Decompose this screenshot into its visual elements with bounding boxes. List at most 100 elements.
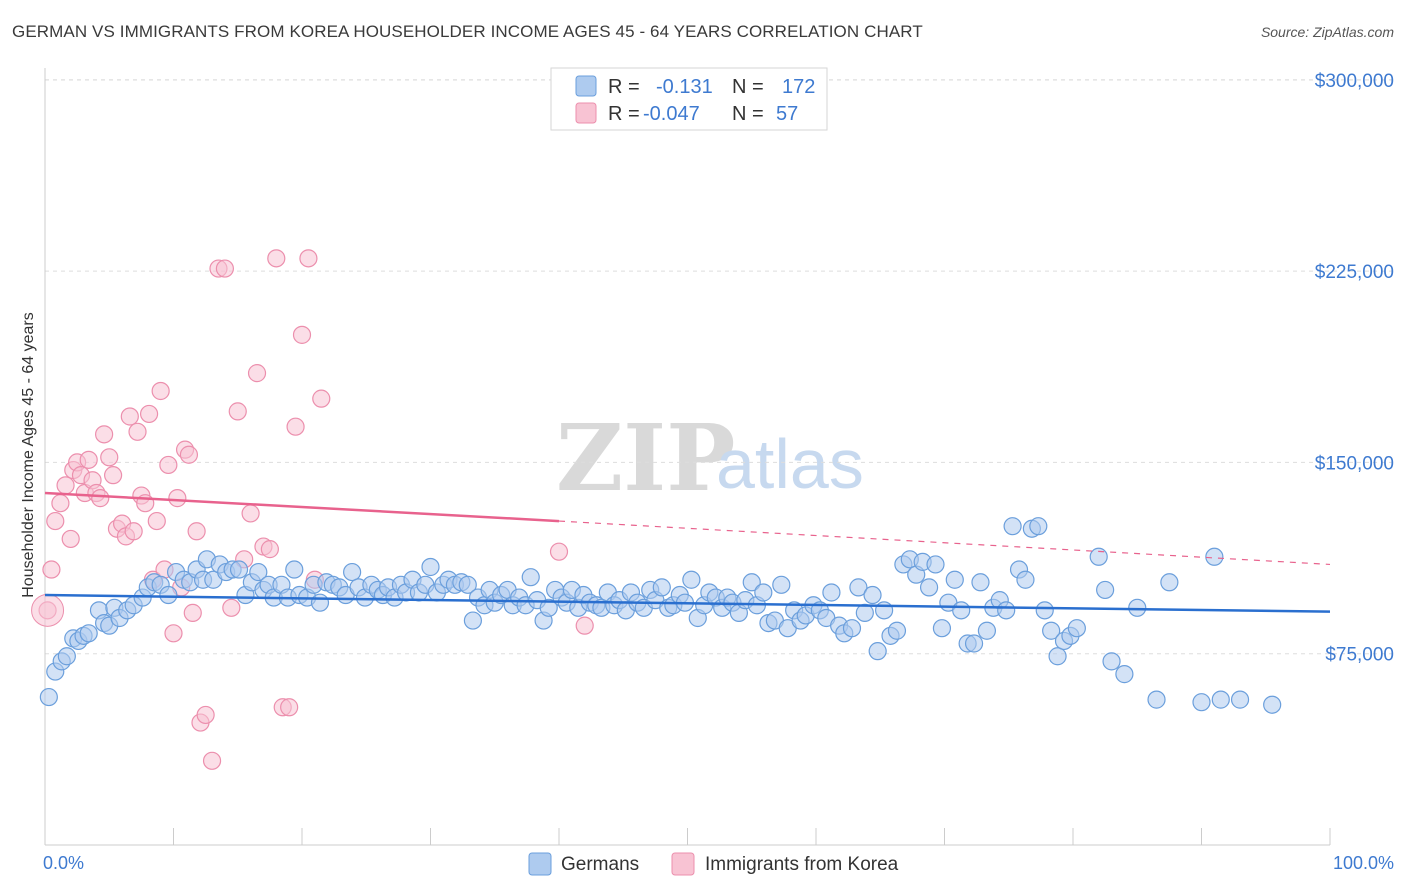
chart-source: Source: ZipAtlas.com xyxy=(1260,24,1394,40)
germans-point-174 xyxy=(1192,693,1211,712)
korea-point-4 xyxy=(56,476,75,495)
germans-point-143 xyxy=(919,578,939,597)
germans-point-138 xyxy=(887,621,907,640)
korea-point-59 xyxy=(575,616,594,635)
y-tick-label-0: $75,000 xyxy=(1325,645,1394,666)
germans-point-134 xyxy=(863,585,882,605)
korea-series xyxy=(31,249,594,770)
korea-point-21 xyxy=(124,522,143,541)
germans-point-160 xyxy=(1029,517,1048,536)
korea-point-28 xyxy=(151,381,170,401)
germans-point-43 xyxy=(310,593,330,612)
korea-point-32 xyxy=(168,489,187,508)
korea-trend-line xyxy=(44,491,560,523)
germans-point-33 xyxy=(249,562,268,582)
korea-point-39 xyxy=(196,705,215,725)
legend-germans-swatch xyxy=(528,852,552,876)
korea-point-25 xyxy=(139,404,159,424)
germans-point-136 xyxy=(875,601,894,620)
legend-n-label-1: N = xyxy=(732,76,764,98)
korea-point-43 xyxy=(222,598,241,617)
germans-point-177 xyxy=(1230,690,1250,709)
germans-point-170 xyxy=(1115,665,1134,684)
korea-point-large xyxy=(31,593,65,627)
stats-legend-box xyxy=(550,67,828,131)
legend-korea-swatch xyxy=(671,852,695,876)
legend-r-value-2: -0.047 xyxy=(643,103,700,125)
y-tick-label-1: $150,000 xyxy=(1315,453,1394,474)
germans-point-152 xyxy=(977,621,997,640)
korea-point-42 xyxy=(215,259,234,278)
germans-point-39 xyxy=(285,560,304,579)
germans-point-48 xyxy=(343,562,362,582)
germans-point-132 xyxy=(849,578,868,597)
germans-point-163 xyxy=(1048,647,1067,666)
germans-point-171 xyxy=(1128,598,1147,617)
korea-point-31 xyxy=(164,624,183,643)
germans-point-120 xyxy=(772,575,791,594)
legend-n-value-1: 172 xyxy=(782,76,815,98)
germans-point-30 xyxy=(229,560,249,579)
germans-point-19 xyxy=(159,585,178,605)
germans-point-115 xyxy=(742,573,761,592)
germans-point-67 xyxy=(458,575,477,594)
y-axis-label: Householder Income Ages 45 - 64 years xyxy=(20,312,37,598)
germans-point-162 xyxy=(1042,621,1061,640)
korea-point-54 xyxy=(292,325,312,344)
germans-point-151 xyxy=(971,573,990,592)
germans-point-61 xyxy=(421,557,440,577)
germans-point-147 xyxy=(945,570,964,589)
korea-point-2 xyxy=(46,511,65,531)
korea-point-30 xyxy=(159,455,178,475)
germans-point-128 xyxy=(822,583,841,602)
germans-point-172 xyxy=(1147,690,1166,709)
series-legend: Germans Immigrants from Korea xyxy=(528,852,899,876)
germans-point-7 xyxy=(79,624,98,643)
legend-n-label-2: N = xyxy=(732,103,764,125)
axes xyxy=(44,68,1331,846)
germans-point-3 xyxy=(57,647,76,666)
legend-korea-label: Immigrants from Korea xyxy=(705,854,899,875)
korea-point-44 xyxy=(228,402,247,421)
germans-point-148 xyxy=(952,601,971,620)
germans-point-155 xyxy=(997,601,1016,620)
korea-point-52 xyxy=(280,698,299,717)
germans-series xyxy=(39,517,1282,714)
germans-point-78 xyxy=(521,568,540,587)
legend-r-label-1: R = xyxy=(608,76,640,98)
korea-point-40 xyxy=(202,751,222,770)
germans-point-176 xyxy=(1211,690,1230,709)
germans-point-100 xyxy=(652,578,671,597)
watermark-atlas: atlas xyxy=(716,425,864,503)
germans-point-135 xyxy=(868,642,887,661)
y-tick-labels: $75,000 $150,000 $225,000 $300,000 xyxy=(1315,71,1394,666)
korea-point-3 xyxy=(51,494,70,513)
germans-point-131 xyxy=(842,619,862,638)
legend-r-label-2: R = xyxy=(608,103,640,125)
korea-point-27 xyxy=(147,511,166,531)
germans-point-175 xyxy=(1205,547,1224,566)
korea-point-58 xyxy=(549,542,569,561)
chart-title: GERMAN VS IMMIGRANTS FROM KOREA HOUSEHOL… xyxy=(12,22,923,41)
korea-point-53 xyxy=(286,417,305,436)
korea-point-50 xyxy=(267,249,286,268)
korea-point-49 xyxy=(260,540,279,559)
germans-point-158 xyxy=(1016,570,1035,589)
korea-point-55 xyxy=(299,249,318,268)
legend-swatch-blue xyxy=(575,75,597,97)
korea-point-10 xyxy=(79,450,98,469)
germans-point-145 xyxy=(932,619,952,638)
watermark-zip: ZIP xyxy=(556,404,735,512)
germans-point-161 xyxy=(1035,601,1054,620)
x-tick-labels: 0.0% 100.0% xyxy=(43,853,1394,873)
korea-point-35 xyxy=(179,445,199,464)
x-tick-label-max: 100.0% xyxy=(1333,853,1394,873)
trend-lines xyxy=(44,491,1331,613)
legend-n-value-2: 57 xyxy=(776,103,798,125)
y-tick-label-2: $225,000 xyxy=(1315,262,1394,283)
legend-swatch-pink xyxy=(575,102,597,124)
korea-point-46 xyxy=(241,504,260,523)
korea-point-57 xyxy=(312,389,331,408)
germans-trend-line xyxy=(44,593,1331,613)
